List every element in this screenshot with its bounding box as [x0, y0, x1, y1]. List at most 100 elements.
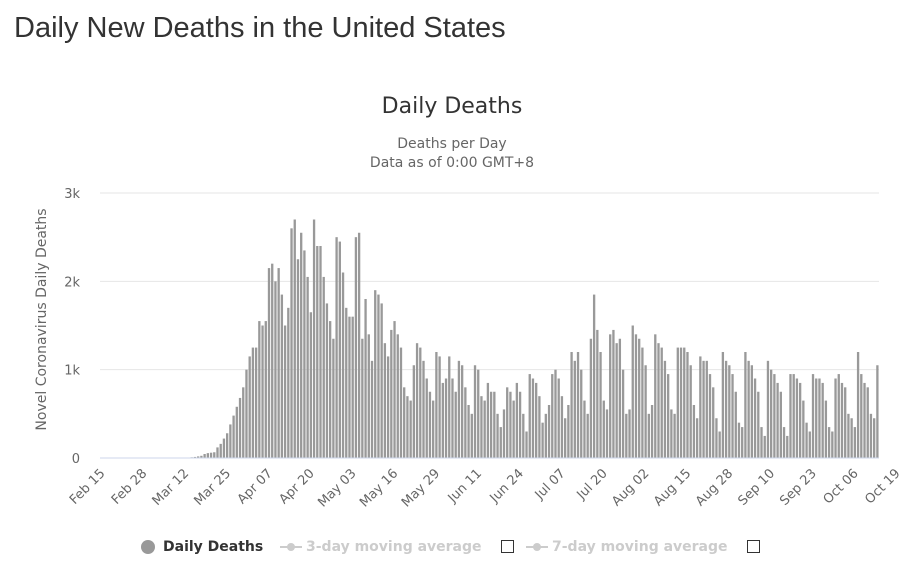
bar	[847, 413, 850, 458]
bar	[287, 307, 290, 458]
bar	[361, 338, 364, 458]
chart-plot-area: 0 1k 2k 3k Novel Coronavirus Daily Deaths Feb…	[34, 187, 904, 510]
bar	[805, 422, 808, 458]
bar	[322, 276, 325, 458]
bar	[345, 307, 348, 458]
chart-subtitle: Deaths per Day	[397, 136, 507, 152]
bar	[512, 400, 515, 458]
bar	[515, 382, 519, 458]
bar	[277, 268, 280, 458]
bar	[383, 343, 387, 458]
bar	[425, 378, 428, 458]
bar	[589, 338, 593, 458]
bar	[325, 303, 329, 458]
bar	[815, 378, 818, 458]
bar	[464, 387, 467, 458]
bar	[332, 338, 335, 458]
toggle-3day-average-checkbox[interactable]	[501, 540, 514, 553]
bar	[435, 352, 438, 458]
bar	[557, 378, 560, 458]
bar	[702, 360, 705, 458]
bar	[329, 321, 332, 458]
bar	[454, 391, 457, 458]
bar	[634, 334, 638, 458]
x-tick-label: Mar 12	[150, 466, 193, 509]
bar	[309, 312, 313, 458]
y-tick-label: 3k	[64, 187, 80, 202]
y-tick-label: 1k	[64, 364, 80, 379]
bar	[689, 365, 692, 458]
bar	[718, 431, 721, 458]
bar	[657, 343, 660, 458]
y-axis-label: Novel Coronavirus Daily Deaths	[34, 208, 50, 430]
bar	[721, 352, 725, 458]
x-tick-label: May 29	[399, 466, 443, 510]
legend-line-icon	[280, 540, 302, 554]
bar	[271, 263, 274, 458]
bar	[863, 382, 866, 458]
bar	[850, 418, 853, 458]
bar	[403, 387, 406, 458]
page-title: Daily New Deaths in the United States	[14, 12, 506, 44]
legend-item-7day-average[interactable]: 7-day moving average	[526, 539, 728, 555]
bar	[544, 413, 547, 458]
bar	[699, 356, 702, 458]
bar	[525, 431, 528, 458]
bar	[509, 391, 512, 458]
bar	[197, 456, 200, 458]
x-tick-label: Mar 25	[191, 466, 234, 509]
x-tick-label: Jun 24	[487, 466, 527, 506]
bar	[245, 369, 248, 458]
x-tick-label: May 16	[357, 466, 401, 510]
bar	[638, 338, 641, 458]
bar	[528, 374, 531, 458]
bar	[602, 400, 605, 458]
bar	[599, 352, 602, 458]
legend-dot-icon	[137, 540, 159, 554]
bar	[753, 378, 757, 458]
bar	[406, 396, 409, 458]
bar	[496, 413, 499, 458]
x-tick-label: Jul 20	[574, 466, 611, 503]
x-tick-label: Oct 19	[862, 466, 903, 507]
x-tick-label: Jul 07	[532, 466, 569, 503]
bar	[831, 431, 834, 458]
bar	[560, 396, 564, 458]
bar	[470, 413, 473, 458]
bar	[258, 321, 261, 458]
bar	[489, 391, 493, 458]
x-tick-label: Aug 15	[651, 466, 694, 509]
x-tick-label: Feb 15	[67, 466, 109, 508]
bar	[873, 418, 876, 458]
bar	[235, 406, 238, 458]
bar	[380, 303, 383, 458]
bar	[248, 356, 251, 458]
bar	[538, 396, 541, 458]
x-tick-label: May 03	[315, 466, 359, 510]
bar	[341, 272, 345, 458]
toggle-7day-average-checkbox[interactable]	[747, 540, 760, 553]
legend-label-daily-deaths: Daily Deaths	[163, 539, 264, 555]
bar	[238, 397, 242, 458]
bar	[818, 378, 821, 458]
bar	[364, 299, 367, 458]
bar	[419, 347, 422, 458]
bar	[518, 391, 522, 458]
bar	[312, 219, 316, 458]
legend-item-daily-deaths[interactable]: Daily Deaths	[137, 539, 263, 555]
legend-label-3day-average: 3-day moving average	[306, 539, 482, 555]
bar	[770, 369, 773, 458]
bar	[441, 382, 444, 458]
legend-item-3day-average[interactable]: 3-day moving average	[280, 539, 482, 555]
bar	[567, 405, 570, 458]
bar	[477, 369, 480, 458]
bar	[744, 352, 747, 458]
bar	[370, 360, 374, 458]
bar	[409, 400, 412, 458]
bar	[219, 443, 222, 458]
bar	[531, 378, 535, 458]
bar	[667, 374, 670, 458]
bar	[673, 413, 676, 458]
bar	[467, 405, 470, 458]
bar	[264, 321, 267, 458]
